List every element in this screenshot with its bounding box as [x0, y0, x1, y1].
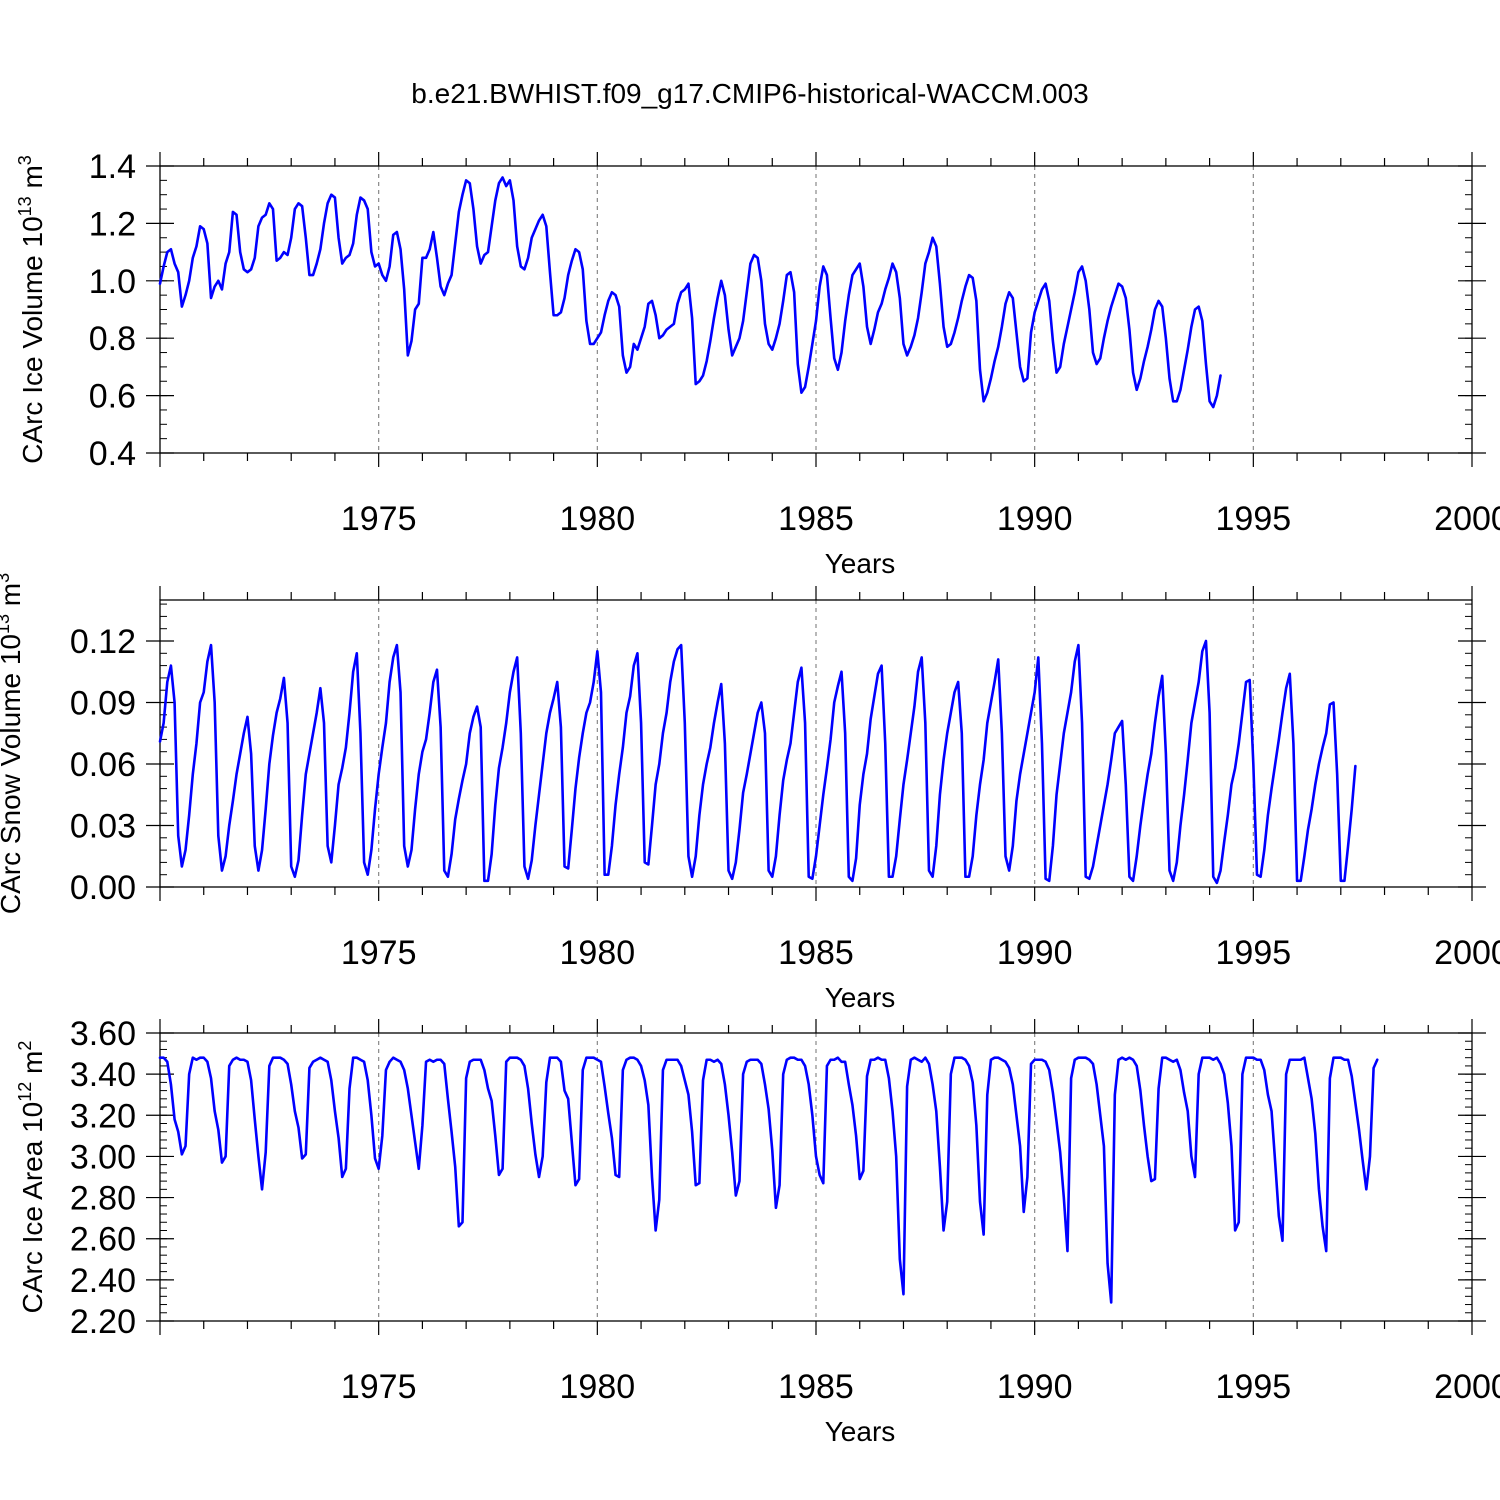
y-tick-label: 1.4	[89, 148, 136, 186]
series-line-carc-ice-volume	[158, 176, 1222, 409]
x-tick-label: 2000	[1434, 500, 1500, 538]
y-tick-label: 0.03	[70, 808, 136, 846]
y-tick-label: 2.20	[70, 1303, 136, 1341]
x-tick-label: 1990	[997, 500, 1073, 538]
y-axis-label-unit-exp: 3	[15, 155, 35, 165]
y-tick-label: 2.60	[70, 1221, 136, 1259]
y-axis-label-main: CArc Ice Volume 10	[17, 216, 48, 463]
x-axis-label: Years	[825, 982, 896, 1013]
y-axis-label: CArc Ice Area 1012 m2	[15, 1041, 48, 1314]
x-tick-label: 1985	[778, 1368, 854, 1406]
panel-snow-volume: 1975 1980 1985 1990 1995 2000 Years 0.00 0.03 0.0…	[0, 573, 1500, 1013]
x-tick-label: 2000	[1434, 934, 1500, 972]
y-axis-label-exp: 13	[0, 614, 13, 634]
y-tick-label: 2.80	[70, 1180, 136, 1218]
y-axis-label-unit-exp: 3	[0, 573, 13, 583]
x-axis-label: Years	[825, 1416, 896, 1447]
y-tick-label: 0.4	[89, 435, 136, 473]
series-line-carc-ice-area	[158, 1056, 1379, 1304]
x-tick-label: 1995	[1216, 500, 1292, 538]
y-axis-label-main: CArc Snow Volume 10	[0, 634, 26, 914]
x-tick-label: 1985	[778, 934, 854, 972]
panel-ice-area: 1975 1980 1985 1990 1995 2000 Years 2.202.402.6…	[15, 1015, 1500, 1447]
panel-ice-volume: 1975 1980 1985 1990 1995 2000 Years 0.4 0.6 0.8 1.…	[15, 148, 1500, 579]
x-tick-label: 1980	[560, 934, 636, 972]
x-tick-label: 1975	[341, 934, 417, 972]
y-tick-label: 3.00	[70, 1138, 136, 1176]
y-tick-label: 3.20	[70, 1097, 136, 1135]
x-tick-label: 1990	[997, 1368, 1073, 1406]
x-axis-label: Years	[825, 548, 896, 579]
y-tick-label: 1.2	[89, 205, 136, 243]
x-tick-label: 1990	[997, 934, 1073, 972]
y-axis-label-unit-exp: 2	[15, 1041, 35, 1051]
x-tick-label: 1975	[341, 1368, 417, 1406]
y-tick-label: 0.6	[89, 378, 136, 416]
y-axis-label-unit: m	[17, 165, 48, 196]
series-line-carc-snow-volume	[158, 639, 1357, 885]
y-tick-label: 1.0	[89, 263, 136, 301]
x-tick-label: 1975	[341, 500, 417, 538]
x-tick-label: 1980	[560, 1368, 636, 1406]
y-tick-label: 3.40	[70, 1056, 136, 1094]
x-tick-label: 1995	[1216, 1368, 1292, 1406]
y-axis-label-unit: m	[17, 1051, 48, 1082]
y-tick-label: 0.8	[89, 320, 136, 358]
y-axis-label-exp: 12	[15, 1082, 35, 1102]
y-tick-label: 0.00	[70, 869, 136, 907]
y-axis-label-exp: 13	[15, 196, 35, 216]
x-tick-label: 1985	[778, 500, 854, 538]
y-tick-label: 0.06	[70, 746, 136, 784]
figure-title: b.e21.BWHIST.f09_g17.CMIP6-historical-WA…	[411, 78, 1088, 109]
y-axis-label-main: CArc Ice Area 10	[17, 1102, 48, 1314]
y-axis-label-unit: m	[0, 583, 26, 614]
y-tick-label: 0.09	[70, 685, 136, 723]
y-axis-label: CArc Ice Volume 1013 m3	[15, 155, 48, 464]
y-tick-label: 0.12	[70, 623, 136, 661]
x-tick-label: 1980	[560, 500, 636, 538]
y-axis-label: CArc Snow Volume 1013 m3	[0, 573, 26, 914]
y-tick-label: 2.40	[70, 1262, 136, 1300]
y-tick-label: 3.60	[70, 1015, 136, 1053]
x-tick-label: 2000	[1434, 1368, 1500, 1406]
x-tick-label: 1995	[1216, 934, 1292, 972]
